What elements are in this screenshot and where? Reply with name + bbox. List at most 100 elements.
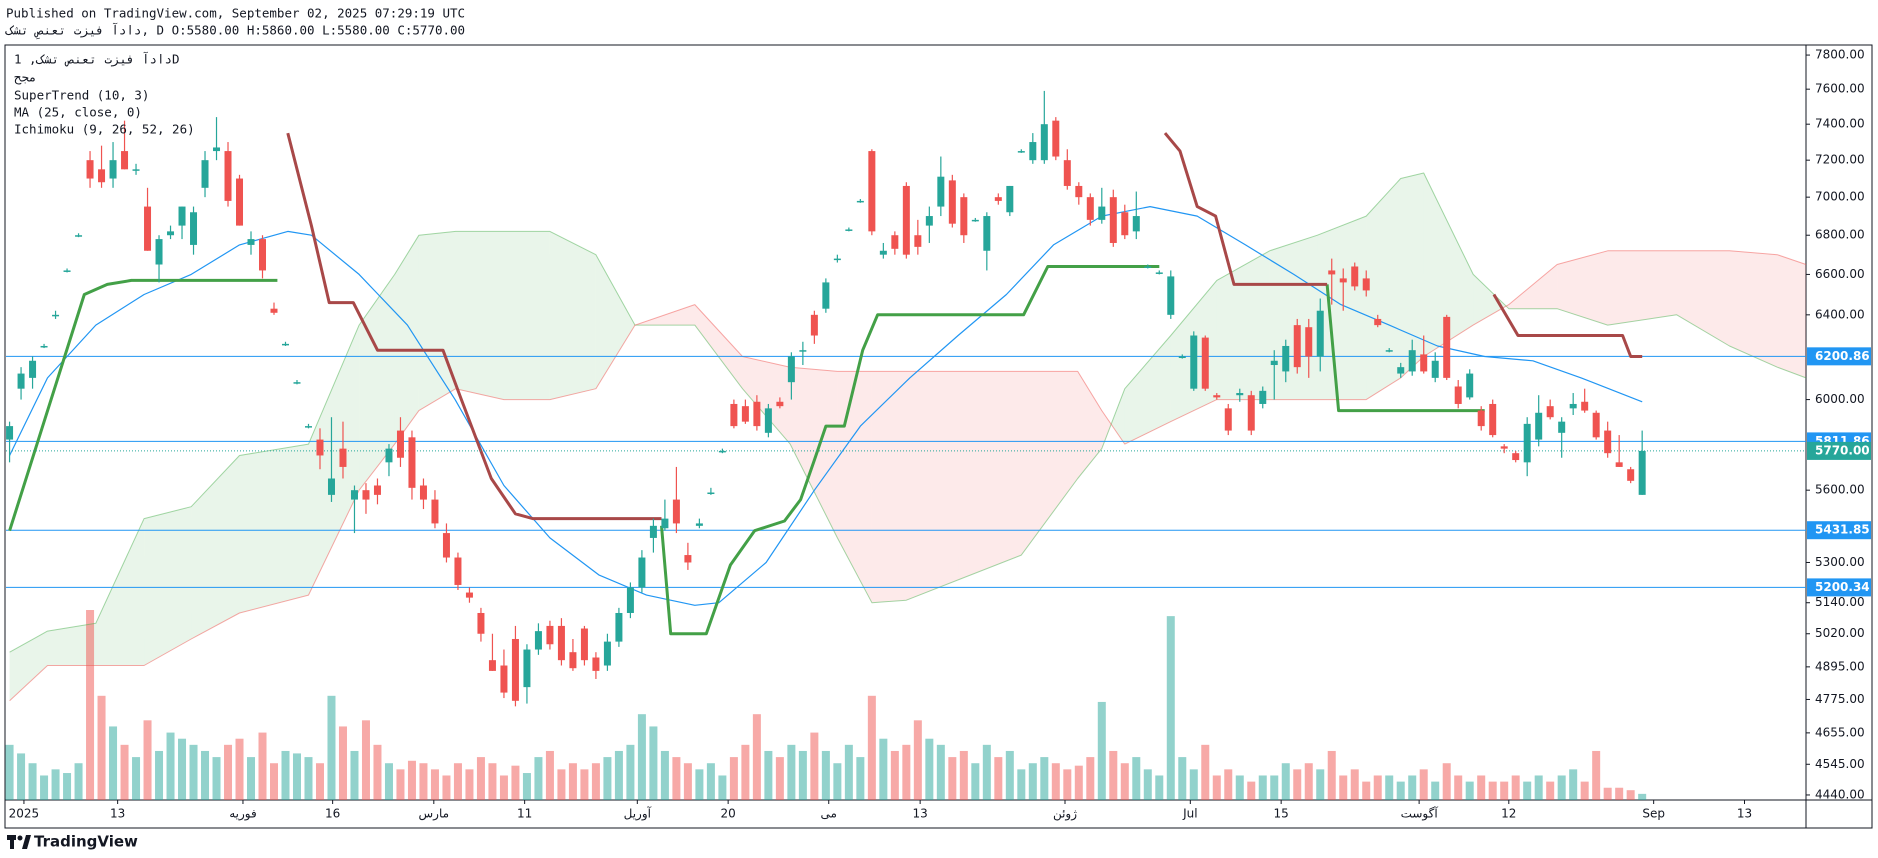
candle-body (1431, 360, 1439, 378)
volume-bar (166, 732, 175, 800)
candle-body (937, 176, 945, 207)
candle-body (1466, 373, 1474, 398)
candle-body (603, 641, 611, 666)
volume-bar (407, 760, 416, 800)
volume-bar (258, 732, 267, 800)
volume-bar (63, 773, 72, 800)
y-tick-label: 4895.00 (1815, 659, 1865, 673)
volume-bar (224, 744, 233, 800)
candle-body (1190, 335, 1198, 389)
y-tick-label: 4545.00 (1815, 757, 1865, 771)
volume-bar (545, 750, 554, 800)
legend-entry: دادآ فیزت تعنص تشک, 1D (14, 52, 180, 68)
candle-body (1040, 124, 1048, 161)
ichimoku-cloud (1557, 250, 1608, 326)
candle-body (1282, 345, 1290, 372)
volume-bar (1097, 701, 1106, 800)
volume-bar (626, 744, 635, 800)
candle-body (178, 206, 186, 226)
candle-body (580, 628, 588, 661)
volume-bar (1304, 763, 1313, 800)
volume-bar (1051, 763, 1060, 800)
candle-body (1144, 266, 1152, 268)
ichimoku-cloud (906, 371, 959, 601)
candle-body (1006, 185, 1014, 213)
volume-bar (534, 757, 543, 800)
candle-body (695, 523, 703, 526)
volume-bar (672, 757, 681, 800)
candle-body (649, 525, 657, 538)
volume-bar (1224, 769, 1233, 800)
volume-bar (695, 769, 704, 800)
volume-bar (1293, 769, 1302, 800)
candle-body (845, 229, 853, 231)
candle-body (948, 180, 956, 224)
candle-body (971, 219, 979, 222)
symbol-info: دادآ فیزت تعنصِ تشک, D O:5580.00 H:5860.… (5, 23, 465, 40)
volume-bar (1511, 775, 1520, 800)
candle-body (1247, 395, 1255, 431)
volume-bar (1580, 781, 1589, 800)
volume-bar (1063, 769, 1072, 800)
y-tick-label: 7400.00 (1815, 117, 1865, 131)
candle-body (1581, 401, 1589, 411)
candle-body (868, 151, 876, 232)
volume-bar (1373, 775, 1382, 800)
candle-body (442, 533, 450, 558)
volume-bar (17, 753, 26, 800)
volume-bar (1040, 757, 1049, 800)
volume-bar (1454, 775, 1463, 800)
volume-bar (1155, 775, 1164, 800)
volume-bar (1201, 744, 1210, 800)
candle-body (1374, 318, 1382, 326)
candle-body (776, 401, 784, 407)
y-tick-label: 7600.00 (1815, 82, 1865, 96)
candle-body (29, 360, 37, 378)
ichimoku-cloud (1366, 178, 1401, 400)
candle-body (1408, 350, 1416, 372)
candle-body (615, 612, 623, 642)
y-tick-label: 4440.00 (1815, 787, 1865, 801)
legend-entry: Ichimoku (9, 26, 52, 26) (14, 122, 195, 137)
candle-body (960, 197, 968, 236)
volume-bar (1546, 781, 1555, 800)
candle-body (1029, 142, 1037, 161)
candle-body (523, 649, 531, 688)
candle-body (1063, 160, 1071, 186)
ichimoku-cloud (1021, 371, 1078, 556)
volume-bar (1189, 769, 1198, 800)
volume-bar (902, 744, 911, 800)
ichimoku-cloud (308, 325, 360, 596)
ichimoku-cloud (1777, 254, 1806, 378)
volume-bar (1534, 775, 1543, 800)
x-tick-label: 13 (913, 807, 928, 821)
y-tick-label: 4655.00 (1815, 725, 1865, 739)
volume-bar (476, 757, 485, 800)
ichimoku-cloud (958, 371, 1022, 580)
volume-bar (568, 763, 577, 800)
price-tag-label: 5431.85 (1815, 523, 1870, 537)
price-tag (1807, 347, 1871, 366)
volume-bar (442, 775, 451, 800)
candle-body (672, 499, 680, 524)
volume-bar (683, 763, 692, 800)
volume-bar (833, 763, 842, 800)
ichimoku-cloud (742, 356, 791, 445)
volume-bar (603, 757, 612, 800)
candle-body (879, 250, 887, 255)
candle-body (1351, 266, 1359, 287)
volume-bar (557, 769, 566, 800)
candle-body (1454, 386, 1462, 404)
candle-body (293, 382, 301, 384)
volume-bar (1626, 790, 1635, 800)
candle-body (1132, 216, 1140, 232)
candle-body (1270, 360, 1278, 366)
x-tick-label: Jul (1182, 807, 1197, 821)
candle-body (304, 426, 312, 428)
candle-body (236, 178, 244, 226)
ichimoku-cloud (9, 631, 48, 701)
chart-frame (4, 44, 1873, 829)
candle-body (833, 258, 841, 261)
candle-body (431, 499, 439, 524)
